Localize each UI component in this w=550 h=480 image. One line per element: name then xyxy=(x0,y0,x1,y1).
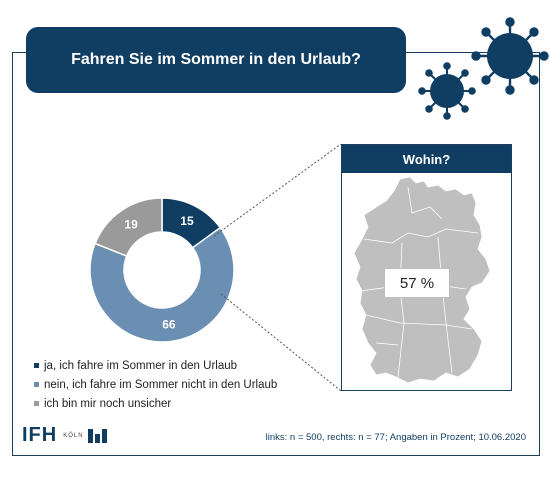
logo-sub-text: KÖLN xyxy=(63,432,84,439)
legend-label: ja, ich fahre im Sommer in den Urlaub xyxy=(44,359,238,372)
legend-swatch xyxy=(34,401,39,406)
legend-item: ich bin mir noch unsicher xyxy=(34,394,277,413)
donut-svg: 15 66 19 xyxy=(89,197,235,343)
donut-data-label: 15 xyxy=(180,214,194,228)
legend: ja, ich fahre im Sommer in den Urlaub ne… xyxy=(34,356,277,413)
logo-mark-icon xyxy=(87,428,107,443)
chart-title: Fahren Sie im Sommer in den Urlaub? xyxy=(26,27,406,93)
donut-slice xyxy=(94,197,163,257)
donut-data-label: 19 xyxy=(124,218,138,232)
legend-label: ich bin mir noch unsicher xyxy=(44,397,172,410)
virus-icon xyxy=(471,17,549,95)
map-panel-title: Wohin? xyxy=(342,145,511,173)
legend-label: nein, ich fahre im Sommer nicht in den U… xyxy=(44,378,278,391)
legend-item: nein, ich fahre im Sommer nicht in den U… xyxy=(34,375,277,394)
legend-item: ja, ich fahre im Sommer in den Urlaub xyxy=(34,356,277,375)
logo-main-text: IFH xyxy=(22,424,58,446)
virus-icon xyxy=(418,62,476,120)
legend-swatch xyxy=(34,363,39,368)
legend-swatch xyxy=(34,382,39,387)
map-value-label: 57 % xyxy=(384,268,450,298)
donut-data-label: 66 xyxy=(162,318,176,332)
map-panel: Wohin? 57 % xyxy=(341,144,512,391)
ifh-logo: IFH KÖLN xyxy=(22,424,107,447)
donut-chart: 15 66 19 xyxy=(82,190,242,350)
footnote: links: n = 500, rechts: n = 77; Angaben … xyxy=(265,432,526,443)
